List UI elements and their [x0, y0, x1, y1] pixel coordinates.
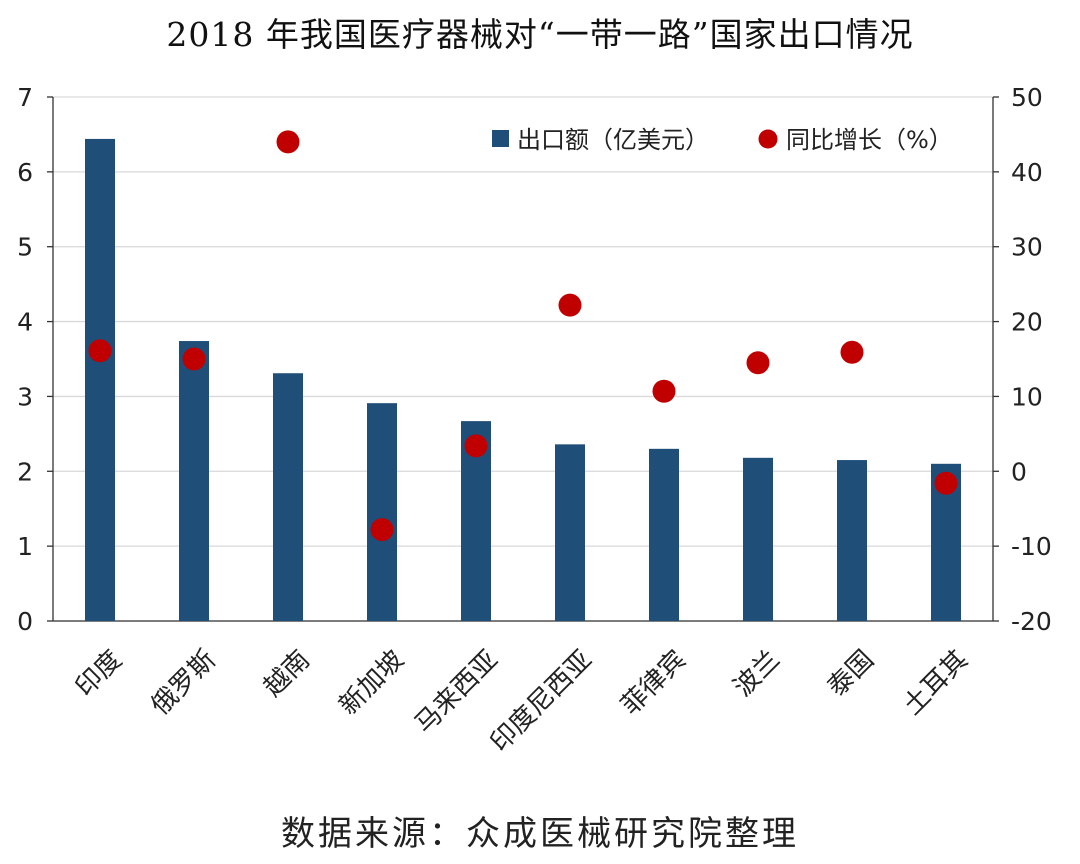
left-tick-label: 3 [17, 382, 33, 411]
bar-泰国 [837, 460, 867, 621]
bar-波兰 [743, 457, 773, 621]
point-印度 [88, 339, 112, 363]
left-tick-label: 1 [17, 532, 33, 561]
legend-bar-label: 出口额（亿美元） [517, 126, 709, 154]
category-label: 新加坡 [334, 645, 410, 721]
category-label: 泰国 [822, 645, 880, 703]
category-label: 菲律宾 [616, 645, 692, 721]
point-马来西亚 [464, 434, 488, 458]
point-印度尼西亚 [558, 293, 582, 317]
point-菲律宾 [652, 379, 676, 403]
left-tick-label: 6 [17, 158, 33, 187]
legend-dot-label: 同比增长（%） [786, 126, 953, 154]
right-tick-label: 30 [1011, 233, 1043, 262]
point-泰国 [840, 340, 864, 364]
bar-印度 [85, 138, 115, 622]
right-tick-label: 0 [1011, 457, 1027, 486]
right-tick-label: 10 [1011, 382, 1043, 411]
category-label: 俄罗斯 [146, 645, 222, 721]
right-tick-label: -20 [1011, 607, 1052, 636]
category-label: 土耳其 [898, 645, 974, 721]
left-tick-label: 5 [17, 233, 33, 262]
point-波兰 [746, 351, 770, 375]
category-label: 越南 [258, 645, 316, 703]
right-tick-label: 50 [1011, 83, 1043, 112]
source-note: 数据来源：众成医械研究院整理 [281, 814, 799, 854]
category-label: 印度 [70, 645, 128, 703]
chart-title: 2018 年我国医疗器械对“一带一路”国家出口情况 [166, 15, 914, 54]
left-tick-label: 2 [17, 457, 33, 486]
right-tick-label: -10 [1011, 532, 1052, 561]
point-越南 [276, 130, 300, 154]
left-tick-label: 4 [17, 308, 33, 337]
bar-印度尼西亚 [555, 444, 585, 621]
right-tick-label: 40 [1011, 158, 1043, 187]
point-俄罗斯 [182, 347, 206, 371]
point-新加坡 [370, 518, 394, 542]
left-tick-label: 7 [17, 83, 33, 112]
legend-dot-swatch [758, 129, 778, 149]
bar-越南 [273, 373, 303, 621]
right-tick-label: 20 [1011, 308, 1043, 337]
left-tick-label: 0 [17, 607, 33, 636]
category-label: 波兰 [728, 645, 786, 703]
bar-菲律宾 [649, 448, 679, 621]
category-label: 马来西亚 [409, 645, 504, 740]
bar-新加坡 [367, 403, 397, 621]
category-label: 印度尼西亚 [485, 645, 598, 758]
legend-bar-swatch [492, 130, 509, 147]
point-土耳其 [934, 471, 958, 495]
bar-俄罗斯 [179, 341, 209, 621]
